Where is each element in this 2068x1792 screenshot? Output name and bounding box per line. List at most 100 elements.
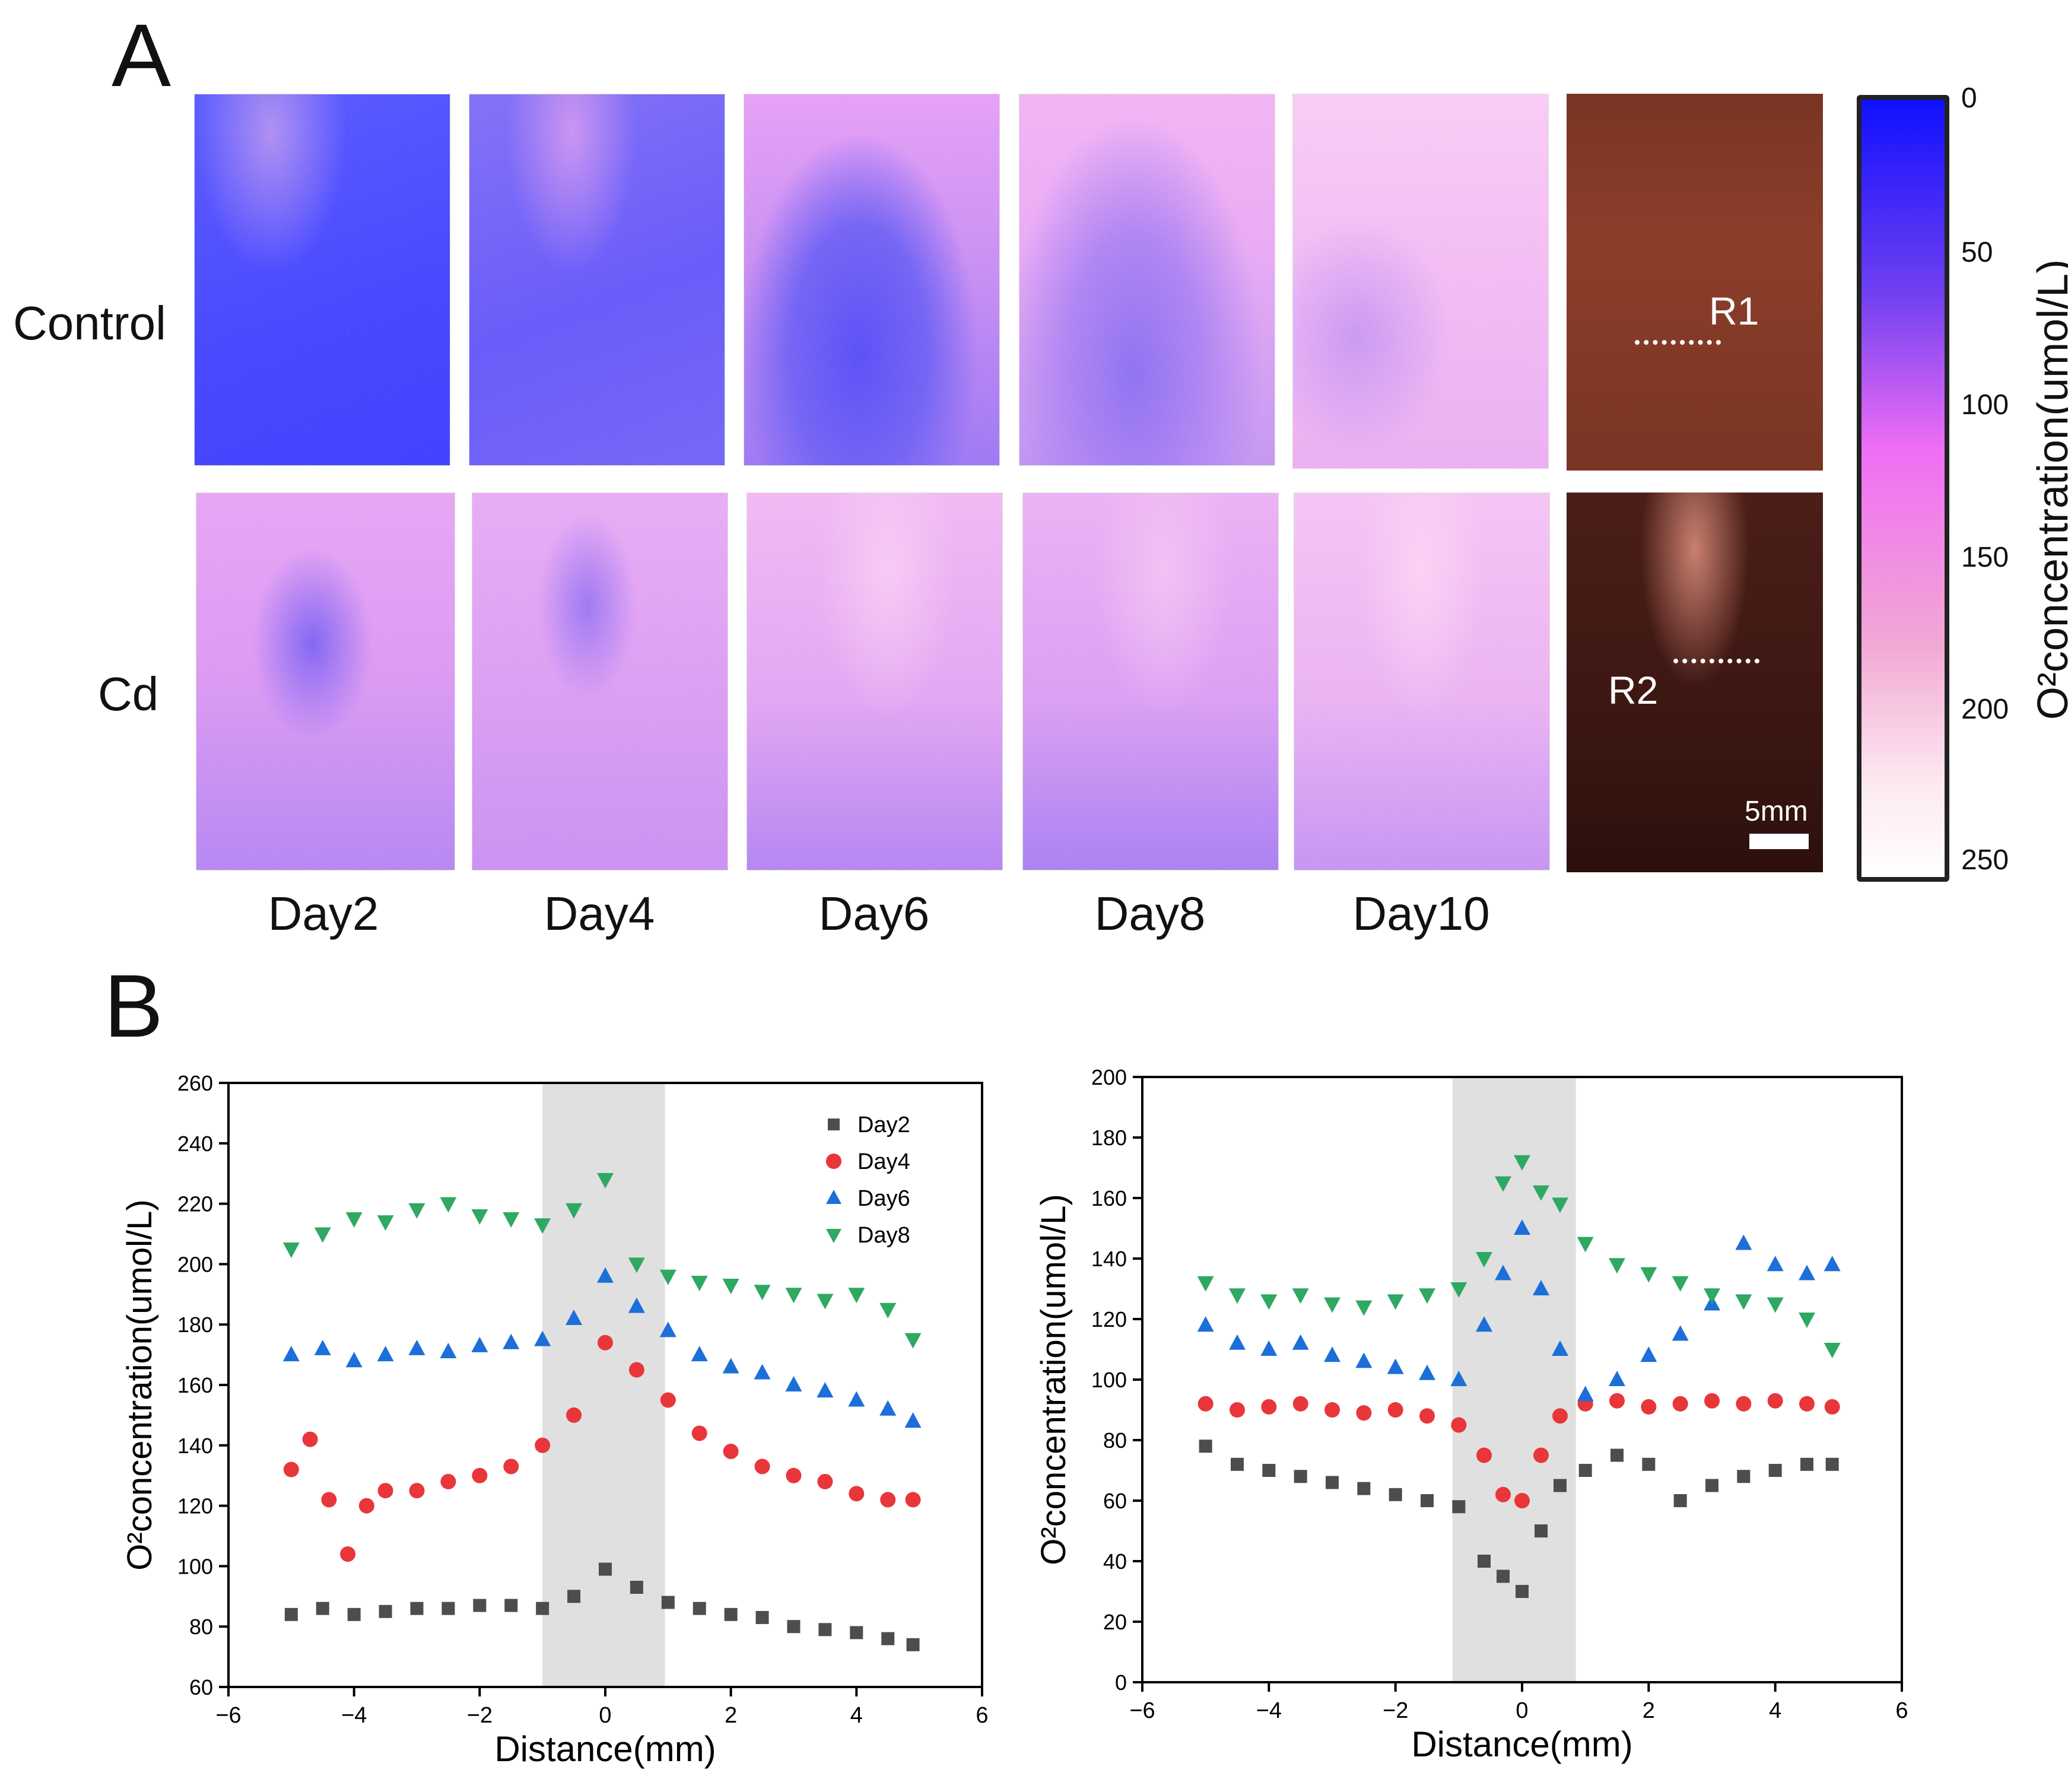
point-Day4-7 <box>440 1473 456 1489</box>
point-Day2-10 <box>599 1562 612 1576</box>
point-Day6-2 <box>345 1352 363 1368</box>
y-tick-label: 240 <box>177 1132 213 1156</box>
col-label-day6: Day6 <box>818 887 930 940</box>
point-Day8-13 <box>1552 1197 1568 1213</box>
point-Day8-19 <box>1735 1294 1752 1310</box>
point-Day2-19 <box>881 1632 895 1645</box>
point-Day6-3 <box>377 1346 394 1362</box>
point-Day8-2 <box>345 1212 363 1228</box>
point-Day4-22 <box>905 1492 921 1508</box>
point-Day8-8 <box>1450 1282 1467 1298</box>
point-Day8-6 <box>471 1209 488 1225</box>
point-Day8-10 <box>1495 1176 1511 1192</box>
y-tick-label: 160 <box>177 1373 213 1397</box>
point-Day2-19 <box>1737 1470 1751 1483</box>
point-Day4-12 <box>598 1335 613 1351</box>
y-tick-label: 40 <box>1103 1549 1127 1574</box>
point-Day4-10 <box>535 1437 551 1453</box>
point-Day2-9 <box>1478 1555 1491 1568</box>
legend-label-Day6: Day6 <box>857 1186 910 1211</box>
point-Day2-9 <box>567 1590 581 1603</box>
cd-day10-image <box>1294 493 1550 870</box>
point-Day6-11 <box>1514 1219 1530 1235</box>
y-axis-label: O²concentration(umol/L) <box>120 1199 159 1570</box>
point-Day6-11 <box>628 1297 645 1313</box>
point-Day8-1 <box>1229 1288 1246 1304</box>
point-Day8-18 <box>848 1288 865 1304</box>
point-Day4-20 <box>1767 1393 1783 1409</box>
point-Day8-12 <box>659 1269 676 1285</box>
point-Day6-4 <box>1324 1346 1340 1362</box>
point-Day2-3 <box>1294 1470 1307 1483</box>
point-Day8-9 <box>566 1203 583 1219</box>
point-Day6-20 <box>904 1412 922 1428</box>
control-day6-image <box>744 94 1000 466</box>
point-Day6-13 <box>691 1346 708 1362</box>
cd-day2-image <box>196 493 455 870</box>
legend-marker-Day2 <box>828 1119 840 1130</box>
series-Day6 <box>282 1267 922 1428</box>
col-label-day8: Day8 <box>1094 887 1206 940</box>
x-tick-label: 2 <box>725 1703 737 1728</box>
series-Day8 <box>282 1173 922 1349</box>
point-Day2-5 <box>441 1602 455 1615</box>
x-tick-label: 0 <box>599 1703 611 1728</box>
point-Day6-13 <box>1552 1340 1568 1356</box>
point-Day4-8 <box>1451 1417 1467 1433</box>
point-Day4-8 <box>472 1467 488 1483</box>
point-Day4-5 <box>1356 1405 1372 1421</box>
col-label-day4: Day4 <box>544 887 655 940</box>
colorbar-tick-0: 0 <box>1961 82 1977 114</box>
y-tick-label: 0 <box>1115 1670 1127 1695</box>
point-Day8-5 <box>440 1197 457 1213</box>
point-Day6-22 <box>1824 1256 1841 1272</box>
point-Day6-4 <box>408 1339 425 1355</box>
point-Day8-6 <box>1387 1294 1404 1310</box>
point-Day8-19 <box>879 1302 897 1318</box>
colorbar-label: O²concentration(umol/L) <box>2029 259 2068 720</box>
point-Day6-1 <box>314 1339 331 1355</box>
point-Day4-2 <box>1261 1399 1277 1415</box>
col-label-day10: Day10 <box>1352 887 1490 940</box>
x-tick-label: 2 <box>1643 1698 1655 1723</box>
y-tick-label: 140 <box>177 1434 213 1458</box>
row-label-control: Control <box>13 297 166 349</box>
cd-day6-image <box>746 493 1003 870</box>
point-Day6-6 <box>471 1336 488 1352</box>
point-Day2-2 <box>347 1607 361 1621</box>
y-tick-label: 60 <box>1103 1489 1127 1513</box>
point-Day8-7 <box>503 1212 520 1228</box>
point-Day2-6 <box>473 1599 487 1612</box>
y-tick-label: 160 <box>1091 1186 1127 1210</box>
control-root-photo: R1 <box>1567 94 1823 471</box>
point-Day4-19 <box>1736 1396 1752 1412</box>
panel-b-label: B <box>104 956 164 1056</box>
y-tick-label: 180 <box>1091 1126 1127 1150</box>
point-Day8-16 <box>785 1288 802 1304</box>
point-Day8-3 <box>1292 1288 1309 1304</box>
point-Day4-6 <box>409 1483 425 1499</box>
y-tick-label: 180 <box>177 1313 213 1337</box>
scatter-chart-right: −6 −4 −2 0 2 4 6020406080100120140160180200Dis… <box>1034 1065 1908 1764</box>
point-Day2-7 <box>1421 1494 1434 1507</box>
x-tick-label: 4 <box>1769 1698 1781 1723</box>
point-Day2-15 <box>1610 1448 1624 1462</box>
roi-line-r2 <box>1673 659 1759 663</box>
cd-root-photo: R2 5mm <box>1567 493 1823 872</box>
point-Day6-16 <box>1640 1346 1657 1362</box>
point-Day6-3 <box>1292 1334 1309 1350</box>
point-Day8-10 <box>597 1173 614 1189</box>
x-tick-label: 6 <box>976 1703 988 1728</box>
point-Day2-16 <box>787 1620 800 1634</box>
x-axis-label: Distance(mm) <box>494 1729 716 1769</box>
point-Day6-2 <box>1260 1340 1278 1356</box>
point-Day4-15 <box>691 1425 707 1441</box>
point-Day8-1 <box>314 1227 331 1243</box>
point-Day8-9 <box>1476 1252 1492 1267</box>
point-Day8-7 <box>1419 1288 1435 1304</box>
point-Day6-18 <box>848 1391 865 1407</box>
point-Day2-3 <box>379 1604 392 1618</box>
point-Day6-5 <box>1355 1352 1373 1368</box>
point-Day4-17 <box>1672 1396 1688 1412</box>
roi-line-r1 <box>1635 340 1721 345</box>
